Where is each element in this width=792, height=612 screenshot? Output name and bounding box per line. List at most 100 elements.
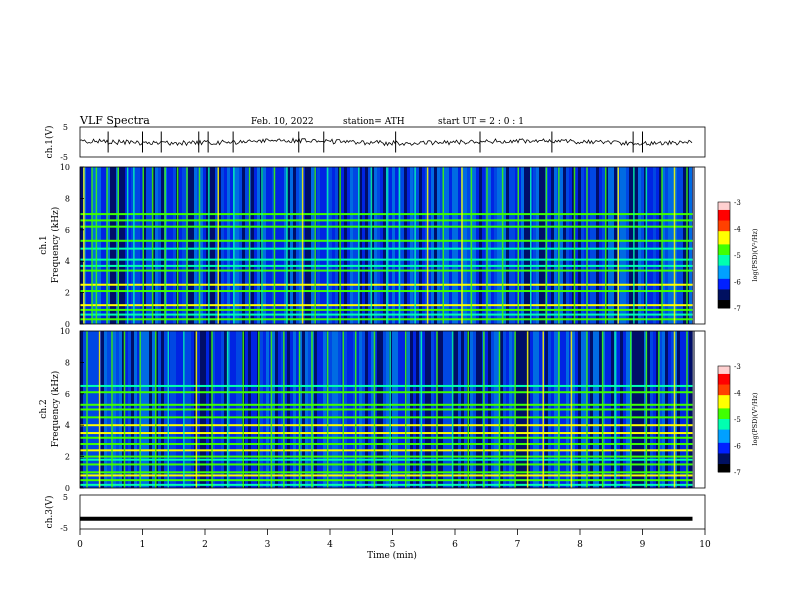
spectrogram-line (80, 458, 693, 461)
spectrogram-column (434, 167, 437, 324)
spectrogram-burst (326, 167, 329, 324)
ch1-waveform-ylabel: ch.1(V) (44, 126, 55, 159)
spectrogram-column (242, 167, 245, 324)
spectrogram-burst (270, 331, 273, 488)
spectrogram-burst (398, 167, 401, 324)
spectrogram-column (146, 167, 149, 324)
spectrogram-column (587, 167, 590, 324)
spectrogram-column (395, 167, 398, 324)
ch1-spectrogram-panel: 0 2 4 6 8 10 ch.1 Frequency (kHz) -3 -4 -5 -6 -7 l… (39, 163, 759, 329)
spectrogram-column (446, 167, 449, 324)
spectrogram-column (692, 331, 695, 488)
colorbar-segment (718, 421, 730, 425)
ch2-spectrogram-channel-label: ch.2 (39, 399, 49, 418)
spectrogram-column (551, 167, 554, 324)
colorbar-segment (718, 450, 730, 454)
spectrogram-column (335, 167, 338, 324)
spectrogram-column (452, 167, 455, 324)
spectrogram-line (80, 424, 693, 427)
ch3-ytick-bottom: -5 (60, 524, 68, 533)
colorbar-segment (718, 292, 730, 296)
ytick-label: 2 (65, 289, 70, 298)
colorbar-segment (718, 411, 730, 415)
spectrogram-column (323, 167, 326, 324)
colorbar-segment (718, 212, 730, 216)
spectrogram-column (170, 167, 173, 324)
spectrogram-burst (208, 167, 210, 324)
xtick-label: 0 (77, 540, 83, 550)
spectrogram-burst (195, 331, 198, 488)
spectrogram-burst (442, 167, 444, 324)
colorbar-segment (718, 260, 730, 264)
spectrogram-column (302, 167, 305, 324)
spectrogram-column (692, 167, 695, 324)
colorbar-segment (718, 215, 730, 219)
spectrogram-burst (142, 167, 144, 324)
spectrogram-burst (573, 167, 576, 324)
spectrogram-column (581, 167, 584, 324)
spectrogram-column (218, 167, 221, 324)
ch2-spectrogram-frame (79, 330, 706, 489)
colorbar-segment (718, 278, 730, 282)
ch1-spectrogram-yticks: 0 2 4 6 8 10 (60, 163, 84, 329)
spectrogram-column (182, 167, 185, 324)
spectrogram-column (353, 167, 356, 324)
spectrogram-column (389, 167, 392, 324)
spectrogram-column (188, 167, 191, 324)
spectrogram-column (347, 167, 350, 324)
colorbar-segment (718, 217, 730, 222)
spectrogram-column (158, 167, 161, 324)
ch1-waveform-panel: 5 -5 ch.1(V) (44, 123, 706, 162)
colorbar-segment (718, 395, 730, 399)
spectrogram-column (677, 167, 680, 324)
colorbar-segment (718, 209, 730, 214)
spectrogram-burst (386, 167, 388, 324)
spectrogram-burst (86, 331, 88, 488)
spectrogram-column (542, 167, 545, 324)
spectrogram-column (122, 167, 125, 324)
ch1-ytick-bottom: -5 (60, 153, 68, 162)
spectrogram-burst (645, 167, 648, 324)
spectrogram-column (251, 167, 254, 324)
colorbar-segment (718, 440, 730, 444)
ytick-label: 8 (65, 358, 70, 367)
colorbar-segment (718, 437, 730, 441)
spectrogram-burst (451, 331, 454, 488)
spectrogram-burst (183, 331, 185, 488)
colorbar-segment (718, 289, 730, 293)
spectrogram-column (674, 167, 677, 324)
colorbar-segment (718, 276, 730, 280)
xtick-label: 8 (577, 540, 583, 550)
ch1-waveform-frame (79, 126, 706, 158)
spectrogram-column (572, 167, 575, 324)
spectrogram-column (536, 167, 539, 324)
spectrogram-column (449, 167, 452, 324)
spectrogram-column (404, 167, 407, 324)
spectrogram-burst (436, 331, 438, 488)
ch1-ytick-top: 5 (63, 123, 68, 132)
spectrogram-burst (358, 167, 360, 324)
colorbar-segment (718, 403, 730, 407)
spectrogram-column (650, 167, 653, 324)
spectrogram-column (350, 167, 353, 324)
colorbar-tick: -7 (734, 305, 741, 313)
colorbar-tick: -6 (734, 443, 741, 451)
spectrogram-burst (630, 331, 632, 488)
spectrogram-column (98, 167, 101, 324)
colorbar-segment (718, 445, 730, 449)
station-label: station= ATH (343, 117, 405, 127)
colorbar-segment (718, 297, 730, 301)
spectrogram-line (80, 436, 693, 439)
spectrogram-column (212, 167, 215, 324)
ytick-label: 8 (65, 194, 70, 203)
ytick-label: 0 (65, 320, 70, 329)
spectrogram-column (140, 167, 143, 324)
spectrogram-column (641, 167, 644, 324)
ytick-label: 10 (60, 327, 70, 336)
spectrogram-burst (605, 167, 607, 324)
colorbar-segment (718, 432, 730, 436)
spectrogram-column (320, 167, 323, 324)
colorbar-segment (718, 236, 730, 240)
spectrogram-column (134, 167, 137, 324)
colorbar-segment (718, 389, 730, 393)
